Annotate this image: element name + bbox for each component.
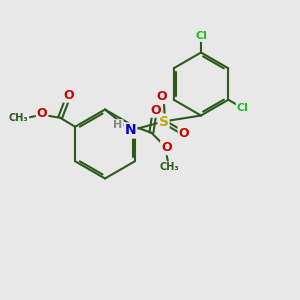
Text: O: O [161, 141, 172, 154]
Text: Cl: Cl [237, 103, 248, 113]
Text: O: O [64, 89, 74, 102]
Text: S: S [158, 115, 169, 128]
Text: O: O [178, 127, 189, 140]
Text: O: O [37, 107, 47, 120]
Text: H: H [113, 120, 122, 130]
Text: O: O [157, 90, 167, 103]
Text: Cl: Cl [195, 31, 207, 41]
Text: O: O [151, 104, 161, 117]
Text: CH₃: CH₃ [160, 162, 179, 172]
Text: CH₃: CH₃ [9, 113, 28, 123]
Text: N: N [125, 124, 136, 137]
